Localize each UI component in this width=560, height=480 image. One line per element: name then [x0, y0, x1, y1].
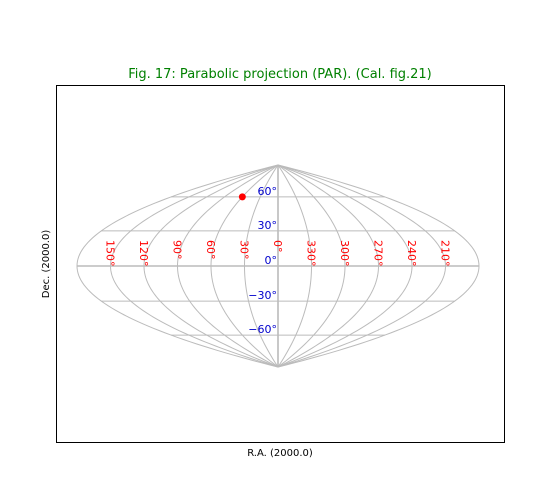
- ra-tick-label: 270°: [372, 240, 385, 267]
- x-axis-label: R.A. (2000.0): [247, 448, 313, 459]
- ra-tick-label: 0°: [271, 240, 284, 253]
- markers: [238, 193, 246, 201]
- ra-tick-label: 30°: [238, 240, 251, 260]
- ra-tick-label: 210°: [439, 240, 452, 267]
- dec-tick-label: −60°: [248, 323, 277, 336]
- ra-tick-label: 90°: [171, 240, 184, 260]
- chart-title: Fig. 17: Parabolic projection (PAR). (Ca…: [128, 67, 432, 82]
- ra-tick-label: 240°: [405, 240, 418, 267]
- ra-tick-label: 330°: [305, 240, 318, 267]
- data-point-marker: [238, 193, 246, 201]
- dec-tick-label: 0°: [265, 254, 278, 267]
- tick-labels: 150° 120° 90° 60° 30° 0° 330° 300° 270° 240° 210° 6…: [104, 185, 452, 336]
- dec-tick-label: 30°: [258, 219, 278, 232]
- graticule: [76, 164, 480, 368]
- plot-frame: [56, 85, 505, 443]
- dec-tick-label: 60°: [258, 185, 278, 198]
- ra-tick-label: 300°: [338, 240, 351, 267]
- ra-tick-label: 120°: [137, 240, 150, 267]
- ra-tick-label: 150°: [104, 240, 117, 267]
- dec-tick-label: −30°: [248, 289, 277, 302]
- ra-tick-label: 60°: [204, 240, 217, 260]
- y-axis-label: Dec. (2000.0): [41, 230, 52, 299]
